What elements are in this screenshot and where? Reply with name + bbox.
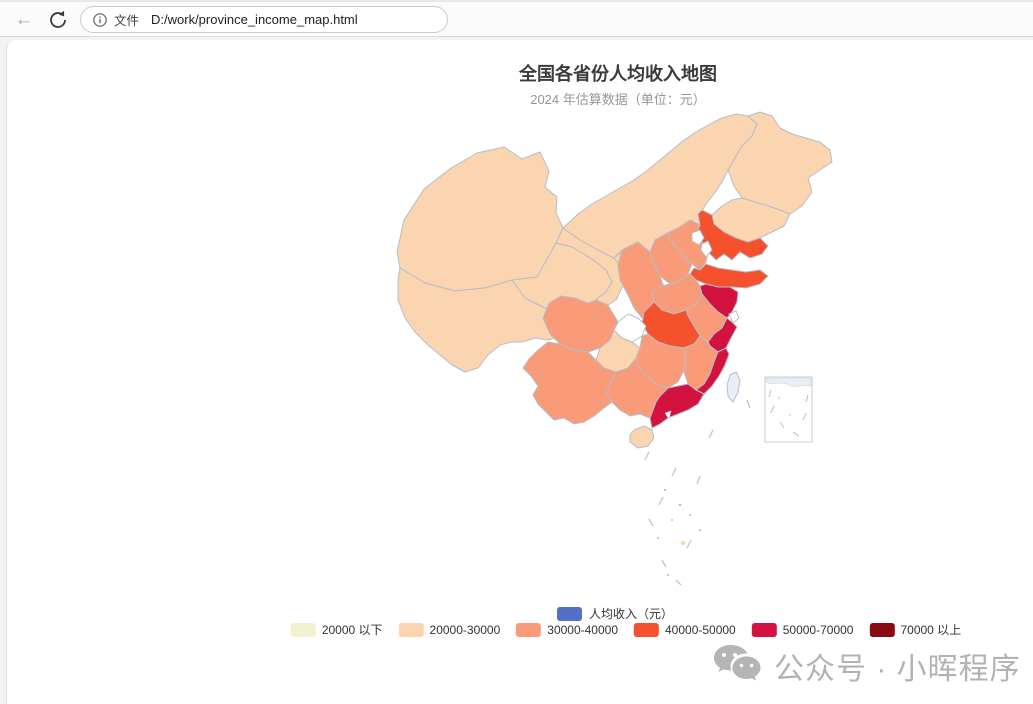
legend-series[interactable]: 人均收入（元） bbox=[556, 605, 674, 622]
province-天津[interactable] bbox=[700, 240, 713, 258]
address-bar[interactable]: 文件 D:/work/province_income_map.html bbox=[80, 6, 448, 33]
nine-dash-segment bbox=[671, 467, 677, 477]
legend-item-2[interactable]: 30000-40000 bbox=[516, 622, 618, 637]
islet-dot bbox=[680, 540, 686, 546]
reload-icon bbox=[50, 10, 66, 28]
reload-button[interactable] bbox=[46, 8, 70, 32]
nine-dash-segment bbox=[708, 429, 714, 439]
islet-dot bbox=[671, 519, 673, 521]
inset-dash-segment bbox=[805, 394, 809, 403]
nine-dash-segment bbox=[686, 539, 692, 549]
inset-dash-segment bbox=[792, 431, 800, 437]
legend-item-4[interactable]: 50000-70000 bbox=[751, 622, 854, 637]
province-海南[interactable] bbox=[629, 425, 655, 449]
page-content bbox=[6, 40, 1033, 704]
browser-toolbar: ← 文件 D:/work/province_income_map.html bbox=[0, 0, 1033, 37]
nine-dash-segment bbox=[658, 496, 664, 506]
legend-label: 30000-40000 bbox=[547, 622, 618, 637]
legend-swatch bbox=[516, 622, 542, 637]
province-重庆[interactable] bbox=[613, 313, 647, 343]
province-上海[interactable] bbox=[728, 310, 740, 324]
islet-dot bbox=[663, 488, 667, 492]
province-山东[interactable] bbox=[689, 263, 769, 289]
province-新疆[interactable] bbox=[396, 146, 564, 292]
nine-dash-segment bbox=[696, 475, 701, 485]
islet-dot bbox=[657, 537, 659, 539]
inset-dash-segment bbox=[802, 412, 807, 421]
nine-dash-segment bbox=[661, 559, 667, 568]
watermark: 公众号 · 小晖程序 bbox=[712, 643, 1021, 689]
legend-swatch bbox=[751, 622, 777, 637]
url-scheme-label: 文件 bbox=[114, 14, 140, 28]
province-黑龙江[interactable] bbox=[727, 111, 833, 215]
inset-dash-segment bbox=[768, 389, 772, 398]
series-swatch bbox=[556, 606, 582, 621]
legend-label: 70000 以上 bbox=[900, 623, 962, 637]
watermark-text: 公众号 · 小晖程序 bbox=[774, 653, 1021, 686]
chart-title: 全国各省份人均收入地图 bbox=[519, 64, 717, 84]
chart-subtitle: 2024 年估算数据（单位：元） bbox=[530, 92, 706, 107]
legend-swatch bbox=[290, 622, 316, 637]
legend-swatch bbox=[398, 622, 424, 637]
legend-swatch bbox=[869, 622, 895, 637]
back-button[interactable]: ← bbox=[14, 9, 34, 30]
info-icon[interactable] bbox=[93, 12, 107, 27]
inset-coastline bbox=[765, 377, 812, 387]
pearl-river-estuary bbox=[664, 410, 672, 420]
inset-dash-segment bbox=[779, 421, 785, 429]
legend-label: 50000-70000 bbox=[782, 622, 854, 637]
nine-dash-segment bbox=[644, 451, 650, 461]
islet-dot bbox=[678, 503, 682, 507]
inset-dash-segment bbox=[770, 405, 775, 414]
legend-label: 40000-50000 bbox=[665, 622, 736, 637]
url-text[interactable]: D:/work/province_income_map.html bbox=[151, 12, 358, 27]
nine-dash-segment bbox=[746, 399, 751, 409]
legend-label: 20000-30000 bbox=[429, 622, 501, 637]
province-台湾[interactable] bbox=[726, 371, 741, 403]
nine-dash-segment bbox=[675, 579, 682, 586]
series-label: 人均收入（元） bbox=[588, 607, 674, 621]
islet-dot bbox=[689, 514, 691, 516]
legend-swatch bbox=[634, 622, 659, 637]
legend-item-3[interactable]: 40000-50000 bbox=[634, 622, 736, 637]
inset-islet bbox=[788, 413, 792, 417]
legend-item-0[interactable]: 20000 以下 bbox=[290, 621, 383, 638]
legend-label: 20000 以下 bbox=[321, 623, 383, 637]
inset-islet bbox=[777, 396, 781, 400]
islet-dot bbox=[699, 529, 701, 531]
province-北京[interactable] bbox=[691, 229, 705, 246]
legend-classes: 20000 以下 20000-30000 30000-40000 40000-5000… bbox=[290, 621, 961, 638]
province-福建[interactable] bbox=[695, 347, 730, 395]
wechat-icon bbox=[714, 645, 761, 681]
province-云南[interactable] bbox=[522, 341, 617, 425]
legend-item-5[interactable]: 70000 以上 bbox=[869, 621, 961, 638]
legend-item-1[interactable]: 20000-30000 bbox=[398, 622, 501, 637]
nine-dash-segment bbox=[648, 518, 654, 527]
islet-dot bbox=[667, 574, 669, 576]
